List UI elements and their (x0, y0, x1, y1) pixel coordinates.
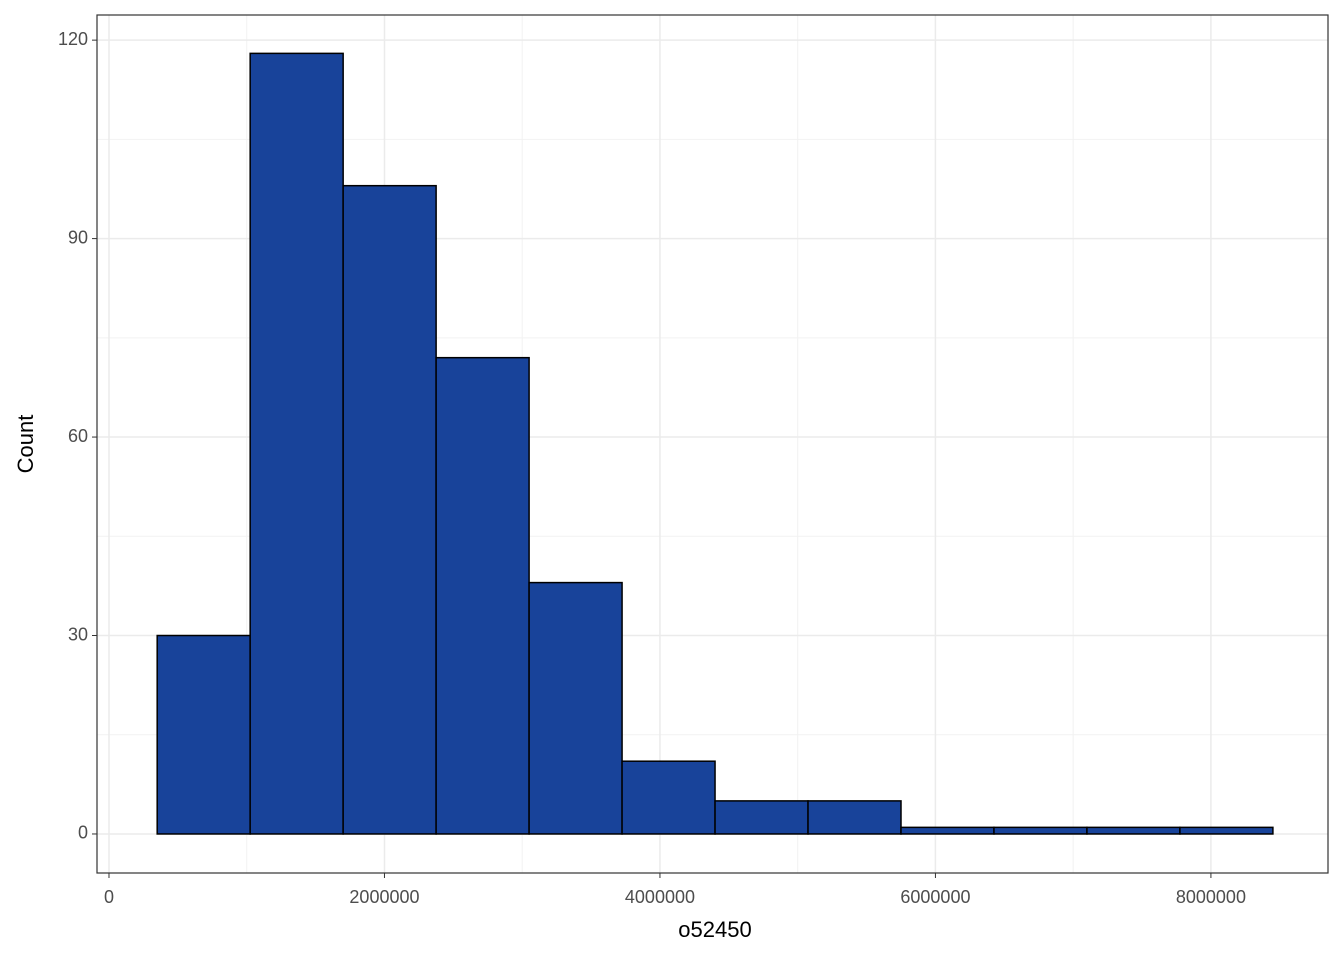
bar (807, 800, 902, 835)
y-tick-label: 90 (68, 227, 88, 247)
y-tick-label: 60 (68, 426, 88, 446)
bar (714, 800, 809, 835)
y-tick-label: 0 (78, 823, 88, 843)
bar (1179, 826, 1274, 835)
x-tick-label: 6000000 (900, 887, 970, 907)
bar (528, 581, 623, 835)
panel-border (96, 14, 1329, 874)
bar (900, 826, 995, 835)
bar (249, 52, 344, 835)
y-axis-title: Count (13, 415, 38, 474)
bar (1086, 826, 1181, 835)
y-tick-label: 30 (68, 624, 88, 644)
x-tick-label: 4000000 (625, 887, 695, 907)
x-tick-label: 8000000 (1176, 887, 1246, 907)
bar (156, 634, 251, 835)
x-tick-label: 2000000 (349, 887, 419, 907)
bar (342, 184, 437, 835)
y-tick-label: 120 (58, 29, 88, 49)
x-axis-title: o52450 (678, 917, 751, 942)
bar (435, 356, 530, 835)
x-tick-label: 0 (104, 887, 114, 907)
bar (621, 760, 716, 835)
bar (993, 826, 1088, 835)
